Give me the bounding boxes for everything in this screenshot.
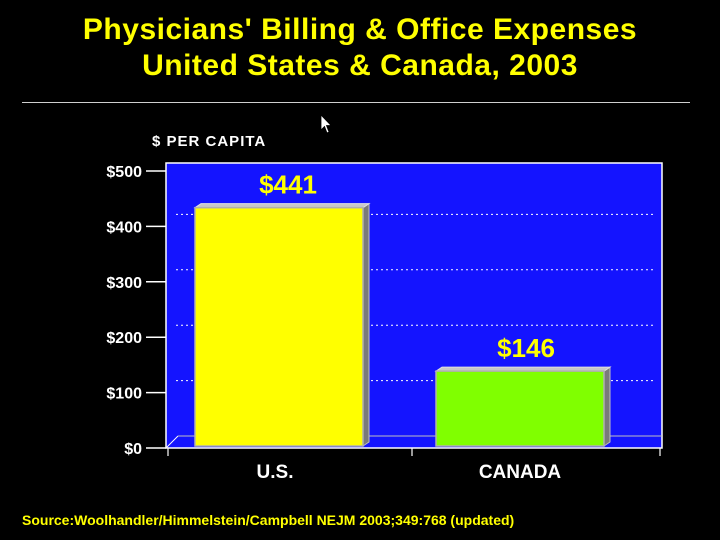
- x-category-label: CANADA: [479, 462, 562, 483]
- y-tick-label: $200: [106, 330, 142, 347]
- y-tick-label: $300: [106, 275, 142, 292]
- bar-value-label: $441: [259, 170, 317, 200]
- chart-title: Physicians' Billing & Office Expenses Un…: [0, 12, 720, 84]
- mouse-pointer-icon: [320, 114, 332, 134]
- source-citation: Source:Woolhandler/Himmelstein/Campbell …: [22, 512, 515, 528]
- y-tick-label: $400: [106, 219, 142, 236]
- title-divider: [22, 102, 690, 103]
- bar-side: [603, 366, 611, 447]
- bar-canada: [435, 370, 605, 447]
- floor-edge-left: [165, 435, 179, 449]
- x-category-label: U.S.: [257, 462, 294, 483]
- y-tick-label: $500: [106, 164, 142, 181]
- bar-us: [194, 206, 364, 447]
- title-line-1: Physicians' Billing & Office Expenses: [82, 13, 638, 46]
- bar-side: [362, 202, 370, 447]
- bar-value-label: $146: [497, 333, 555, 363]
- y-tick-label: $100: [106, 386, 142, 403]
- y-tick-label: $0: [124, 441, 142, 458]
- title-line-2: United States & Canada, 2003: [142, 49, 578, 82]
- y-axis-label: $ PER CAPITA: [152, 133, 267, 150]
